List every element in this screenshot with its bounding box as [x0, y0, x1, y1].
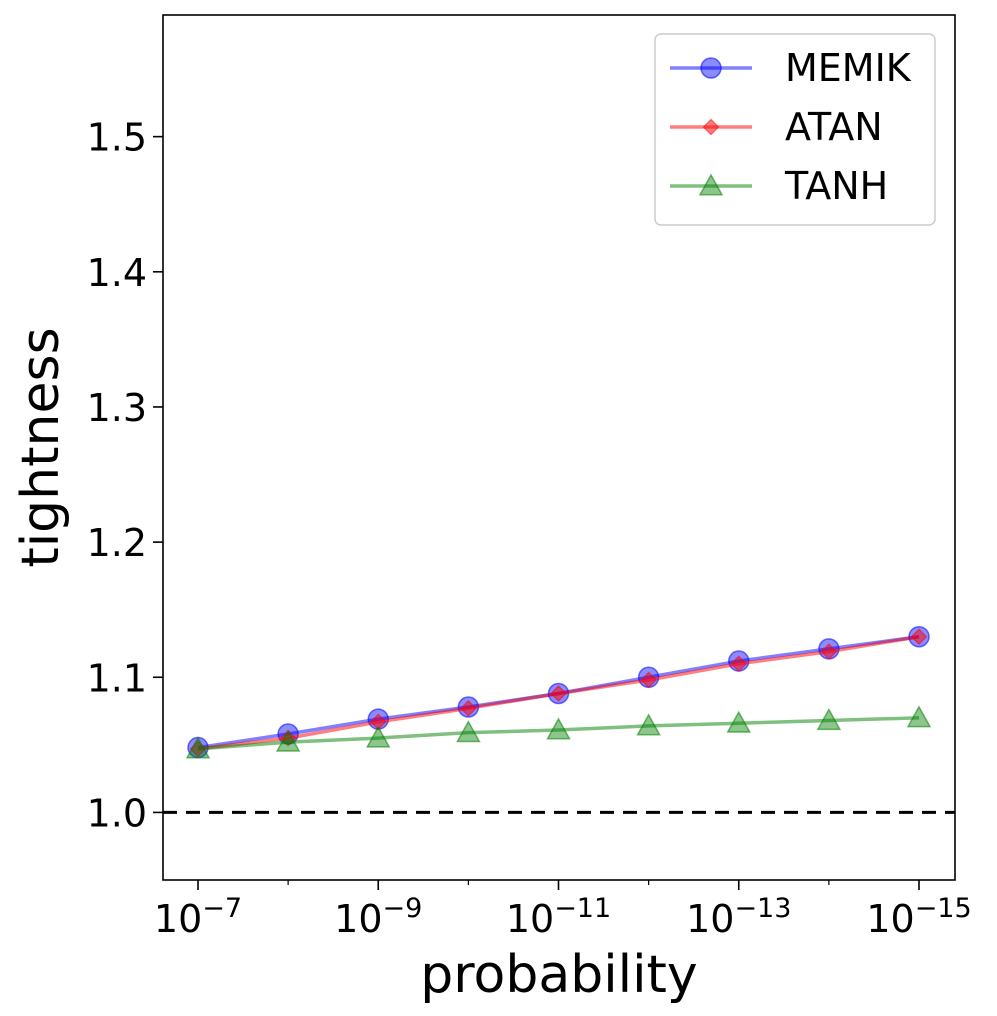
- data-point-tanh: [546, 717, 571, 740]
- data-point-tanh: [636, 713, 661, 736]
- legend-box: [654, 33, 936, 226]
- series-line-tanh: [197, 716, 920, 751]
- x-tick-label: 10−7: [154, 893, 242, 941]
- x-axis-label: probability: [420, 945, 697, 1005]
- data-point-atan: [640, 671, 657, 689]
- data-point-atan: [730, 655, 748, 673]
- legend: MEMIK ATAN TANH: [654, 33, 936, 226]
- data-point-tanh: [456, 720, 481, 743]
- data-point-atan: [460, 700, 477, 717]
- y-tick-label: 1.2: [87, 521, 147, 565]
- legend-label-atan: ATAN: [785, 105, 883, 149]
- data-point-tanh: [816, 707, 842, 731]
- x-tick-label: 10−9: [334, 893, 422, 941]
- legend-marker-atan: [702, 118, 720, 136]
- y-axis-label: tightness: [11, 327, 71, 567]
- legend-marker-memik: [700, 57, 722, 79]
- data-point-atan: [910, 628, 928, 646]
- data-point-atan: [369, 713, 387, 731]
- y-tick-label: 1.0: [87, 791, 147, 835]
- data-point-atan: [550, 685, 567, 702]
- legend-label-memik: MEMIK: [785, 46, 912, 90]
- data-point-tanh: [275, 729, 301, 752]
- x-tick-label: 10−13: [686, 893, 791, 941]
- legend-label-tanh: TANH: [784, 164, 888, 208]
- y-tick-label: 1.1: [87, 656, 147, 700]
- data-point-tanh: [726, 710, 752, 733]
- legend-marker-tanh: [698, 173, 724, 196]
- data-point-atan: [820, 643, 838, 660]
- y-tick-label: 1.5: [87, 116, 147, 160]
- data-point-tanh: [185, 736, 211, 759]
- data-point-tanh: [365, 725, 391, 748]
- x-tick-label: 10−15: [866, 893, 971, 941]
- plot-area: [163, 625, 955, 814]
- axes: 1.0 1.1 1.2 1.3 1.4 1.5 10−7 10−9 10−11 10−13 10−1…: [87, 116, 972, 941]
- x-tick-label: 10−11: [506, 893, 611, 941]
- data-point-tanh: [906, 705, 932, 728]
- y-tick-label: 1.3: [87, 386, 147, 430]
- y-tick-label: 1.4: [87, 251, 147, 295]
